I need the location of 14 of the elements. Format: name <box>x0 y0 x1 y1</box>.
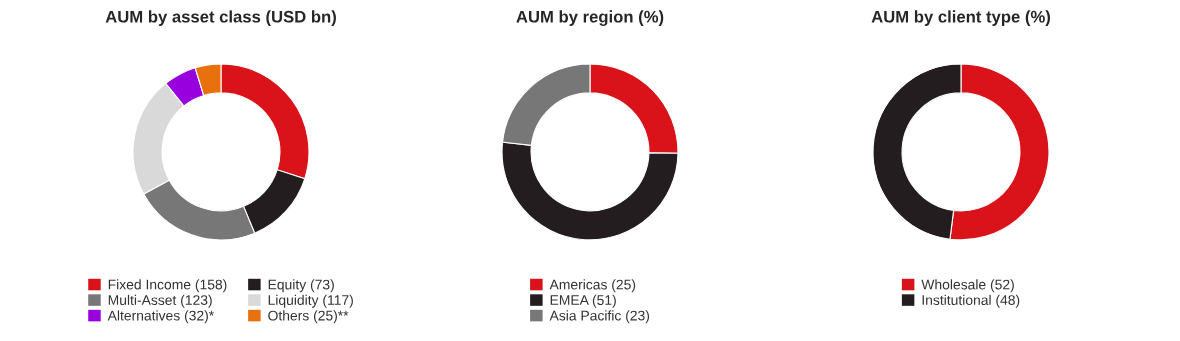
legend-label: Others (25)** <box>268 310 349 324</box>
legend-label: Asia Pacific (23) <box>549 310 650 324</box>
legend-label: Americas (25) <box>549 279 636 293</box>
legend-label: Equity (73) <box>268 279 334 293</box>
legend-label: EMEA (51) <box>550 294 616 308</box>
chart-title: AUM by client type (%) <box>871 10 1050 26</box>
legend-label: Multi-Asset (123) <box>108 294 212 308</box>
chart-title: AUM by asset class (USD bn) <box>105 10 336 26</box>
chart-title: AUM by region (%) <box>516 10 664 26</box>
legend-label: Alternatives (32)* <box>107 310 214 324</box>
legend-label: Wholesale (52) <box>921 279 1014 293</box>
legend-label: Liquidity (117) <box>268 294 353 308</box>
legend-label: Fixed Income (158) <box>108 279 227 293</box>
legend-label: Institutional (48) <box>922 294 1020 308</box>
